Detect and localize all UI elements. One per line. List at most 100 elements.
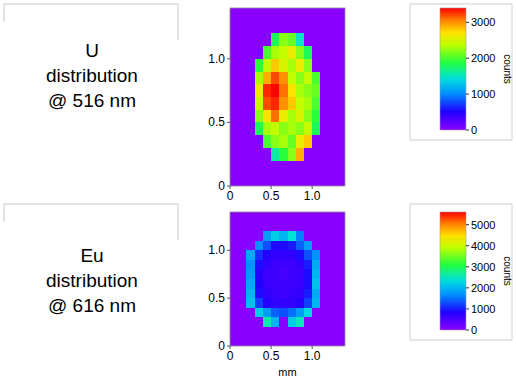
cell: [230, 308, 239, 318]
colorbar-tick-label: 0: [471, 124, 477, 136]
cell: [312, 122, 321, 135]
cell: [337, 212, 345, 222]
x-tick-label: 1.0: [304, 189, 321, 203]
cell: [246, 110, 255, 123]
cell: [320, 269, 329, 279]
cell: [230, 336, 239, 346]
cell: [255, 173, 264, 186]
colorbar-tick-label: 0: [471, 324, 477, 336]
cell: [320, 317, 329, 327]
cell: [329, 46, 338, 59]
cell: [296, 8, 305, 21]
cell: [304, 59, 313, 72]
cell: [337, 135, 345, 148]
cell: [271, 250, 280, 260]
cell: [238, 327, 247, 337]
cell: [255, 231, 264, 241]
cell: [271, 21, 280, 34]
y-tick-label: 1.0: [208, 52, 225, 66]
cell: [329, 308, 338, 318]
cell: [246, 269, 255, 279]
cell: [238, 148, 247, 161]
y-tick: [227, 58, 230, 59]
cell: [246, 222, 255, 232]
cell: [337, 173, 345, 186]
cell: [304, 161, 313, 174]
cell: [320, 327, 329, 337]
cell: [255, 222, 264, 232]
cell: [329, 212, 338, 222]
cell: [230, 327, 239, 337]
cell: [238, 173, 247, 186]
cell: [255, 110, 264, 123]
cell: [304, 173, 313, 186]
y-tick-label: 0: [218, 339, 225, 353]
cell: [320, 336, 329, 346]
cell: [288, 250, 297, 260]
cell: [329, 241, 338, 251]
cell: [230, 279, 239, 289]
cell: [271, 222, 280, 232]
panel-title: @ 516 nm: [48, 90, 136, 111]
label-frame: [4, 204, 178, 240]
cell: [238, 8, 247, 21]
y-tick-label: 0.5: [208, 115, 225, 129]
cell: [329, 279, 338, 289]
cell: [304, 289, 313, 299]
cell: [304, 84, 313, 97]
cell: [288, 269, 297, 279]
cell: [279, 84, 288, 97]
cell: [320, 8, 329, 21]
cell: [288, 110, 297, 123]
cell: [329, 317, 338, 327]
cell: [246, 298, 255, 308]
colorbar-tick: [466, 287, 469, 288]
cell: [263, 72, 272, 85]
cell: [246, 241, 255, 251]
cell: [329, 289, 338, 299]
cell: [296, 231, 305, 241]
cell: [255, 122, 264, 135]
cell: [263, 46, 272, 59]
cell: [304, 21, 313, 34]
cell: [238, 161, 247, 174]
cell: [238, 122, 247, 135]
cell: [271, 308, 280, 318]
cell: [337, 8, 345, 21]
cell: [230, 298, 239, 308]
cell: [271, 260, 280, 270]
cell: [337, 336, 345, 346]
cell: [230, 84, 239, 97]
cell: [320, 173, 329, 186]
cell: [288, 317, 297, 327]
cell: [230, 260, 239, 270]
plot-frame: [230, 8, 345, 186]
cell: [255, 308, 264, 318]
cell: [246, 327, 255, 337]
cell: [238, 110, 247, 123]
cell: [312, 269, 321, 279]
cell: [288, 84, 297, 97]
cell: [271, 231, 280, 241]
cell: [337, 72, 345, 85]
cell: [230, 317, 239, 327]
cell: [337, 122, 345, 135]
cell: [246, 84, 255, 97]
cell: [246, 250, 255, 260]
cell: [230, 122, 239, 135]
cell: [238, 260, 247, 270]
cell: [329, 298, 338, 308]
cell: [279, 173, 288, 186]
panel-title: @ 616 nm: [48, 295, 136, 316]
cell: [296, 135, 305, 148]
cell: [255, 21, 264, 34]
cell: [312, 241, 321, 251]
cell: [312, 21, 321, 34]
cell: [288, 8, 297, 21]
cell: [255, 212, 264, 222]
cell: [329, 148, 338, 161]
cell: [271, 46, 280, 59]
cell: [288, 308, 297, 318]
cell: [296, 308, 305, 318]
cell: [279, 269, 288, 279]
